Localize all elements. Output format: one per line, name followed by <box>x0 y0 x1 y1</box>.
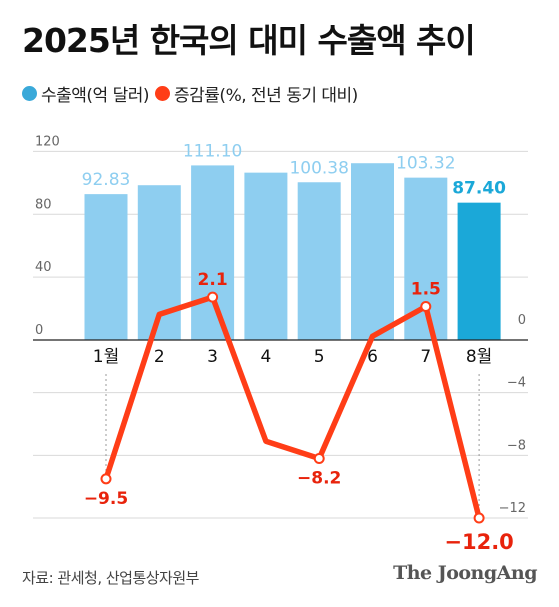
category-label: 5 <box>314 347 325 367</box>
bar <box>84 194 128 340</box>
publisher-logo: The JoongAng <box>393 562 537 584</box>
category-label: 7 <box>420 347 431 367</box>
legend-swatch-growth <box>155 85 171 101</box>
bar <box>297 182 341 340</box>
category-label: 2 <box>154 347 165 367</box>
category-label: 4 <box>260 347 271 367</box>
category-label: 8월 <box>466 347 492 367</box>
bar <box>457 202 501 340</box>
legend-label-exports: 수출액(억 달러) <box>41 85 150 106</box>
legend-item-growth: 증감률(%, 전년 동기 대비) <box>155 81 358 106</box>
bar <box>351 163 394 340</box>
growth-value-label: −9.5 <box>84 489 128 509</box>
left-axis-tick-label: 40 <box>35 260 52 275</box>
bar-value-label: 92.83 <box>82 170 131 190</box>
right-axis-tick-label: −8 <box>507 438 526 453</box>
right-axis-tick-label: 0 <box>518 313 526 328</box>
growth-point-marker <box>100 473 112 485</box>
bar-value-label: 103.32 <box>396 154 455 174</box>
growth-point-marker <box>313 452 325 464</box>
bar-value-label: 87.40 <box>452 179 506 199</box>
category-label: 6 <box>367 347 378 367</box>
bar <box>191 165 235 340</box>
growth-point-marker <box>473 512 485 524</box>
legend-item-exports: 수출액(억 달러) <box>22 81 150 106</box>
growth-point-marker <box>207 291 219 303</box>
right-axis-tick-label: −4 <box>507 376 526 391</box>
left-axis-tick-label: 120 <box>35 134 60 149</box>
bar-value-label: 111.10 <box>183 141 242 161</box>
legend: 수출액(억 달러) 증감률(%, 전년 동기 대비) <box>22 80 364 106</box>
left-axis-tick-label: 80 <box>35 197 52 212</box>
left-axis-tick-label: 0 <box>35 323 43 338</box>
growth-value-label: −8.2 <box>297 468 341 488</box>
growth-value-label: 2.1 <box>198 270 228 290</box>
bar <box>244 172 288 340</box>
growth-value-label: 1.5 <box>411 280 441 300</box>
source-note: 자료: 관세청, 산업통상자원부 <box>22 569 199 587</box>
category-label: 3 <box>207 347 218 367</box>
bar-value-label: 100.38 <box>289 158 348 178</box>
growth-value-label: −12.0 <box>444 530 513 554</box>
legend-label-growth: 증감률(%, 전년 동기 대비) <box>174 85 358 106</box>
category-label: 1월 <box>93 347 119 367</box>
growth-line <box>103 294 482 521</box>
chart-title: 2025년 한국의 대미 수출액 추이 <box>22 21 476 60</box>
growth-point-marker <box>420 301 432 312</box>
legend-swatch-exports <box>22 85 37 101</box>
right-axis-tick-label: −12 <box>499 501 526 516</box>
